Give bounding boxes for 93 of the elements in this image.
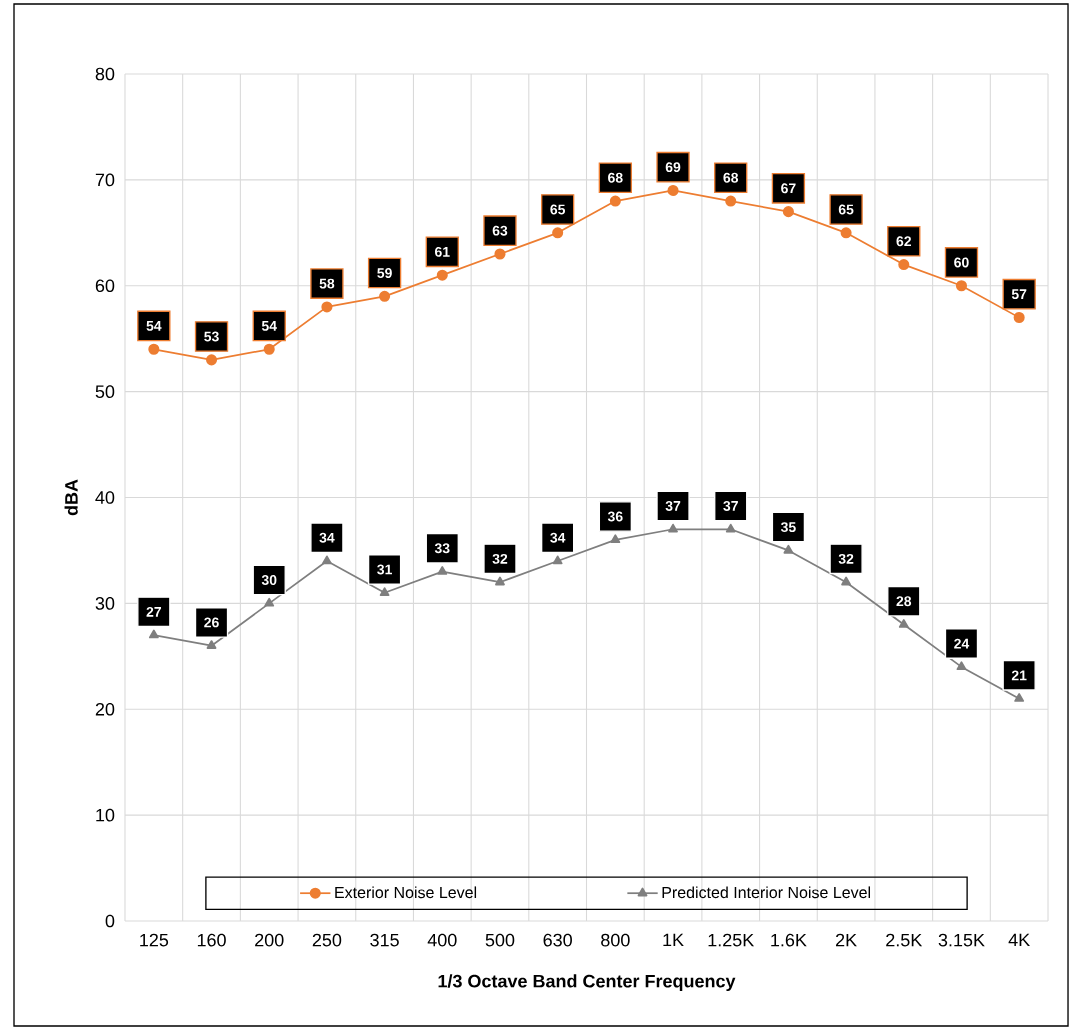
data-label: 24 — [954, 638, 970, 649]
point — [782, 206, 794, 218]
point — [379, 587, 390, 596]
data-label: 37 — [665, 500, 681, 511]
x-tick-label: 125 — [140, 933, 169, 947]
y-tick-label: 70 — [95, 173, 115, 187]
data-label: 61 — [435, 246, 450, 257]
y-tick-label: 50 — [95, 385, 115, 398]
data-label: 34 — [319, 532, 335, 543]
point — [667, 184, 679, 196]
point — [609, 195, 621, 207]
data-label: 68 — [723, 172, 739, 183]
y-tick-label: 30 — [95, 597, 115, 610]
data-label: 33 — [434, 543, 450, 554]
point — [610, 534, 621, 544]
point — [263, 343, 275, 355]
data-label: 54 — [261, 321, 277, 331]
data-label: 63 — [492, 225, 508, 236]
point — [898, 259, 910, 271]
data-label: 60 — [954, 257, 969, 268]
point — [668, 523, 678, 533]
data-label: 65 — [550, 204, 566, 215]
data-label: 68 — [608, 172, 623, 183]
data-label: 30 — [261, 575, 277, 586]
data-label: 54 — [146, 321, 162, 331]
x-tick-label: 630 — [543, 933, 572, 947]
x-tick-label: 2.5K — [886, 933, 923, 947]
point — [322, 555, 332, 565]
x-tick-label: 800 — [601, 933, 630, 947]
y-tick-label: 10 — [96, 808, 115, 822]
point — [841, 576, 852, 586]
x-tick-label: 1K — [663, 933, 684, 947]
point — [955, 280, 968, 292]
point — [495, 576, 505, 586]
data-label: 32 — [838, 553, 854, 564]
data-label: 62 — [896, 236, 911, 247]
point — [725, 195, 737, 207]
point — [783, 544, 794, 554]
point — [898, 619, 909, 628]
x-tick-label: 160 — [197, 933, 226, 947]
y-tick-label: 20 — [95, 702, 115, 716]
legend-label: Predicted Interior Noise Level — [662, 886, 871, 899]
data-label: 59 — [377, 268, 392, 278]
x-tick-label: 2K — [835, 933, 857, 947]
point — [148, 629, 159, 639]
x-tick-label: 4K — [1008, 933, 1030, 947]
data-label: 34 — [550, 532, 566, 543]
data-label: 36 — [607, 511, 623, 522]
point — [437, 566, 448, 575]
point — [264, 597, 275, 607]
point — [436, 269, 448, 281]
x-tick-label: 250 — [312, 933, 342, 947]
x-tick-label: 500 — [485, 933, 515, 947]
data-label: 67 — [781, 183, 796, 194]
data-label: 27 — [146, 606, 162, 617]
y-tick-label: 60 — [95, 279, 115, 293]
x-tick-label: 1.25K — [708, 933, 755, 947]
data-label: 35 — [780, 522, 796, 533]
point — [552, 555, 563, 565]
x-tick-label: 3.15K — [938, 933, 985, 947]
point — [1014, 693, 1025, 702]
point — [725, 523, 736, 533]
point — [379, 290, 391, 302]
data-label: 53 — [204, 331, 219, 342]
data-label: 58 — [319, 278, 335, 289]
point — [956, 661, 967, 671]
point — [494, 248, 506, 260]
point — [321, 301, 333, 313]
point — [206, 640, 217, 649]
legend-label: Exterior Noise Level — [335, 886, 477, 899]
point — [148, 343, 160, 355]
data-label: 37 — [723, 500, 738, 511]
y-axis-title: dBA — [64, 479, 78, 516]
x-axis-title: 1/3 Octave Band Center Frequency — [438, 974, 736, 992]
x-tick-label: 200 — [255, 933, 284, 947]
data-label: 21 — [1011, 670, 1027, 681]
point — [840, 227, 852, 239]
data-label: 65 — [838, 204, 854, 215]
point — [206, 354, 218, 366]
x-tick-label: 315 — [370, 933, 399, 947]
data-label: 32 — [492, 553, 508, 564]
y-tick-label: 0 — [105, 914, 115, 928]
x-tick-label: 400 — [427, 933, 457, 947]
y-tick-label: 80 — [95, 67, 115, 81]
data-label: 31 — [377, 564, 392, 575]
data-label: 69 — [665, 162, 681, 173]
data-label: 26 — [204, 617, 219, 628]
data-label: 28 — [896, 596, 912, 607]
y-tick-label: 40 — [95, 491, 115, 504]
point — [552, 227, 564, 239]
data-label: 57 — [1011, 289, 1027, 300]
point — [1013, 311, 1025, 324]
x-tick-label: 1.6K — [771, 933, 807, 947]
